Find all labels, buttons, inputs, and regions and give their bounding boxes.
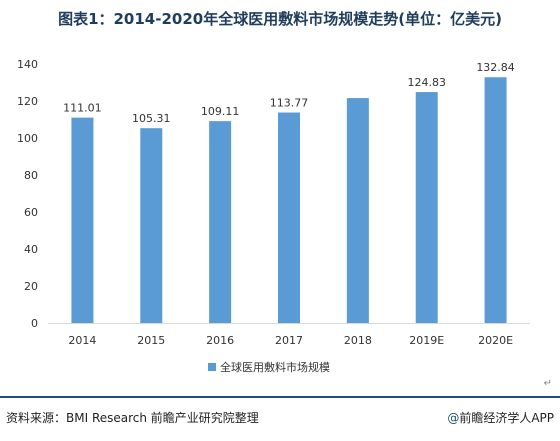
x-tick-label: 2018 — [344, 334, 372, 347]
y-tick-label: 140 — [17, 58, 38, 71]
data-label: 111.01 — [63, 102, 102, 115]
y-axis: 0 20 40 60 80 100 120 140 — [17, 58, 38, 330]
x-tick-label: 2015 — [137, 334, 165, 347]
bar — [209, 121, 232, 323]
brand-symbol: @ — [447, 411, 460, 425]
y-tick-label: 100 — [17, 132, 38, 145]
chart-title: 图表1：2014-2020年全球医用敷料市场规模走势(单位：亿美元) — [58, 10, 502, 28]
y-tick-label: 80 — [24, 169, 38, 182]
bar — [346, 98, 369, 324]
data-label: 113.77 — [270, 97, 309, 110]
bars — [71, 77, 507, 324]
data-labels: 111.01 105.31 109.11 113.77 124.83 132.84 — [63, 61, 515, 125]
y-tick-label: 40 — [24, 243, 38, 256]
x-axis: 2014 2015 2016 2017 2018 2019E 2020E — [48, 323, 530, 347]
bar — [71, 117, 94, 323]
bar — [415, 92, 438, 323]
x-tick-label: 2020E — [478, 334, 513, 347]
bar — [140, 128, 163, 323]
legend: 全球医用敷料市场规模 — [208, 360, 330, 374]
y-tick-label: 20 — [24, 280, 38, 293]
brand-label: 前瞻经济学人APP — [459, 411, 554, 425]
x-tick-label: 2019E — [409, 334, 444, 347]
bar-chart: 0 20 40 60 80 100 120 140 111.01 105.31 109.11 113… — [17, 58, 530, 374]
source-note: 资料来源：BMI Research 前瞻产业研究院整理 — [6, 411, 259, 425]
legend-swatch — [208, 363, 216, 371]
legend-label: 全球医用敷料市场规模 — [220, 360, 330, 374]
bar — [484, 77, 507, 323]
x-tick-label: 2014 — [68, 334, 96, 347]
bar — [278, 112, 300, 323]
return-mark: ↵ — [543, 378, 552, 389]
x-tick-label: 2017 — [275, 334, 303, 347]
y-tick-label: 0 — [31, 317, 38, 330]
x-tick-label: 2016 — [206, 334, 234, 347]
data-label: 109.11 — [201, 105, 240, 118]
data-label: 124.83 — [407, 76, 446, 89]
brand: @前瞻经济学人APP — [447, 409, 554, 426]
y-tick-label: 120 — [17, 95, 38, 108]
data-label: 132.84 — [476, 61, 515, 74]
footer: 资料来源：BMI Research 前瞻产业研究院整理 @前瞻经济学人APP — [0, 396, 560, 441]
y-tick-label: 60 — [24, 206, 38, 219]
data-label: 105.31 — [132, 112, 171, 125]
